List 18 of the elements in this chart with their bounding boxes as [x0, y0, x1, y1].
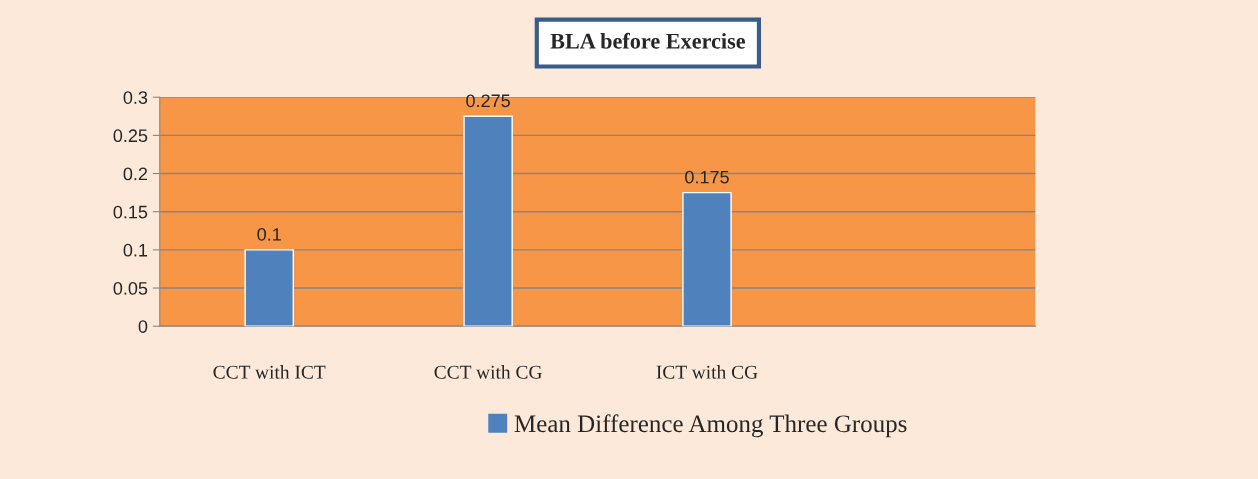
bar	[682, 191, 732, 327]
x-tick-label: CCT with CG	[434, 365, 542, 379]
text: 0.175	[685, 170, 729, 184]
y-tick-label: 0	[138, 320, 148, 333]
bar	[463, 115, 513, 327]
y-tick-label: 0.1	[123, 243, 148, 257]
bar	[244, 249, 294, 327]
y-tick-label: 0.2	[123, 167, 148, 181]
x-tick-label: CCT with ICT	[213, 365, 326, 379]
chart-title: BLA before Exercise	[550, 32, 746, 49]
y-tick-label: 0.3	[123, 91, 148, 104]
legend-label: Mean Difference Among Three Groups	[514, 414, 907, 438]
y-tick-label: 0.15	[113, 205, 148, 219]
x-tick-label: ICT with CG	[656, 365, 758, 379]
y-tick-label: 0.25	[113, 129, 148, 143]
text: 0.1	[257, 227, 281, 241]
text: 0.275	[466, 94, 510, 108]
y-tick-label: 0.05	[113, 281, 148, 295]
